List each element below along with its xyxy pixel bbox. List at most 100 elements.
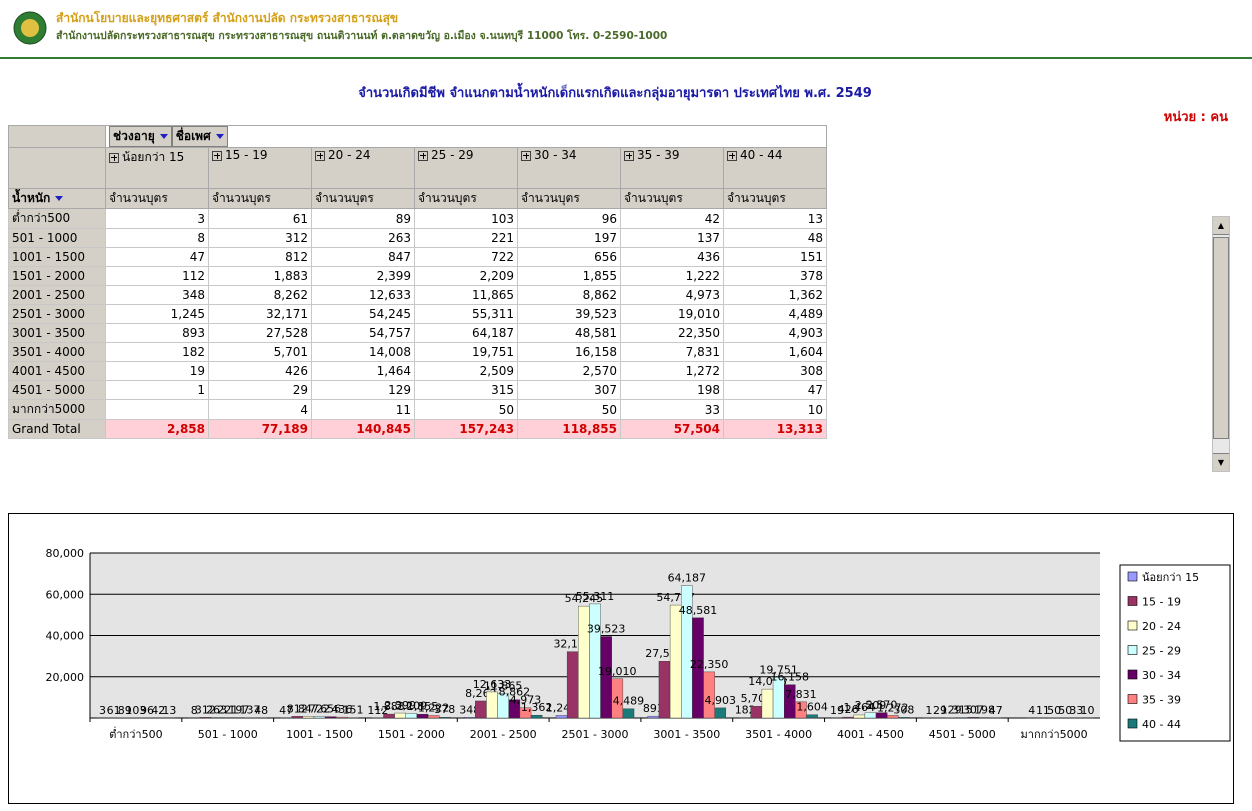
value-cell: 8 bbox=[105, 228, 209, 248]
value-cell: 2,209 bbox=[414, 266, 518, 286]
legend-swatch bbox=[1127, 669, 1138, 680]
data-label: 436 bbox=[331, 703, 352, 716]
legend-swatch bbox=[1127, 620, 1138, 631]
value-cell: 378 bbox=[723, 266, 827, 286]
data-label: 33 bbox=[1069, 704, 1083, 717]
expand-icon[interactable] bbox=[624, 150, 634, 161]
blank bbox=[827, 148, 1217, 189]
divider bbox=[0, 57, 1252, 59]
data-label: 656 bbox=[320, 703, 341, 716]
data-label: 263 bbox=[206, 703, 227, 716]
bar bbox=[703, 671, 715, 719]
data-label: 2,570 bbox=[866, 699, 898, 712]
legend-swatch bbox=[1127, 694, 1138, 704]
row-label: มากกว่า5000 bbox=[8, 399, 106, 420]
expand-icon[interactable] bbox=[315, 150, 325, 161]
value-cell: 4 bbox=[208, 399, 312, 420]
row-label: 3001 - 3500 bbox=[8, 323, 106, 343]
logo bbox=[13, 11, 47, 45]
legend-label: 25 - 29 bbox=[1142, 645, 1181, 658]
value-cell: 348 bbox=[105, 285, 209, 305]
x-tick-label: 1001 - 1500 bbox=[286, 728, 353, 741]
bar bbox=[669, 604, 682, 719]
blank bbox=[827, 229, 1217, 248]
x-tick-label: 3501 - 4000 bbox=[745, 728, 812, 741]
value-cell: 48,581 bbox=[517, 323, 621, 343]
table-row: 501 - 1000 8 312 263 221 197 137 48 bbox=[8, 228, 1217, 248]
row-field-label[interactable]: น้ำหนัก bbox=[12, 191, 63, 205]
expand-icon[interactable] bbox=[109, 152, 119, 163]
data-label: 12,633 bbox=[473, 678, 512, 691]
value-cell: 112 bbox=[105, 266, 209, 286]
measure-header: จำนวนบุตร bbox=[620, 188, 724, 209]
expand-icon[interactable] bbox=[418, 150, 428, 161]
row-field[interactable]: น้ำหนัก bbox=[8, 188, 106, 209]
field-button[interactable]: ช่วงอายุ bbox=[109, 126, 172, 147]
value-cell: 307 bbox=[517, 380, 621, 400]
x-tick-label: 3001 - 3500 bbox=[653, 728, 720, 741]
data-label: 308 bbox=[893, 703, 914, 716]
legend-swatch bbox=[1127, 645, 1138, 655]
value-cell: 50 bbox=[517, 399, 621, 420]
value-cell: 4,903 bbox=[723, 323, 827, 343]
data-label: 8,862 bbox=[499, 686, 531, 699]
value-cell: 315 bbox=[414, 380, 518, 400]
field-button[interactable]: ชื่อเพศ bbox=[171, 126, 228, 147]
blank bbox=[827, 305, 1217, 324]
row-label: 2001 - 2500 bbox=[8, 285, 106, 305]
legend-label: 40 - 44 bbox=[1142, 718, 1181, 731]
scrollbar[interactable]: ▲ ▼ bbox=[1212, 216, 1230, 472]
data-label: 112 bbox=[367, 704, 388, 717]
table-row: 4501 - 5000 1 29 129 315 307 198 47 bbox=[8, 380, 1217, 400]
bar bbox=[530, 714, 543, 719]
value-cell: 55,311 bbox=[414, 304, 518, 324]
total-cell: 77,189 bbox=[208, 419, 312, 439]
column-label: 25 - 29 bbox=[431, 148, 474, 163]
value-cell: 2,570 bbox=[517, 361, 621, 381]
value-cell: 1,245 bbox=[105, 304, 209, 324]
data-label: 50 bbox=[1047, 704, 1061, 717]
blank bbox=[827, 209, 1217, 229]
scroll-up[interactable]: ▲ bbox=[1213, 217, 1229, 235]
legend-label: 35 - 39 bbox=[1142, 694, 1181, 707]
value-cell: 129 bbox=[311, 380, 415, 400]
data-label: 312 bbox=[195, 703, 216, 716]
data-label: 2,399 bbox=[384, 699, 416, 712]
x-tick-label: 501 - 1000 bbox=[198, 728, 258, 741]
bar bbox=[622, 708, 635, 719]
blank bbox=[827, 343, 1217, 362]
blank bbox=[827, 400, 1217, 420]
data-label: 1,222 bbox=[418, 701, 450, 714]
scroll-down[interactable]: ▼ bbox=[1213, 453, 1229, 471]
bar bbox=[336, 716, 348, 719]
measure-header: จำนวนบุตร bbox=[723, 188, 827, 209]
value-cell: 61 bbox=[208, 208, 312, 229]
value-cell: 10 bbox=[723, 399, 827, 420]
value-cell: 33 bbox=[620, 399, 724, 420]
value-cell: 103 bbox=[414, 208, 518, 229]
data-label: 847 bbox=[298, 702, 319, 715]
value-cell: 47 bbox=[105, 247, 209, 267]
expand-icon[interactable] bbox=[727, 150, 737, 161]
row-label: 2501 - 3000 bbox=[8, 304, 106, 324]
bar bbox=[519, 707, 532, 719]
scroll-thumb[interactable] bbox=[1213, 237, 1229, 439]
expand-icon[interactable] bbox=[521, 150, 531, 161]
bar bbox=[383, 713, 395, 719]
expand-icon[interactable] bbox=[212, 150, 222, 161]
data-label: 1,855 bbox=[407, 700, 439, 713]
column-label: 20 - 24 bbox=[328, 148, 371, 163]
table-row: 1501 - 2000 112 1,883 2,399 2,209 1,855 1,222 3… bbox=[8, 266, 1217, 286]
data-label: 22,350 bbox=[690, 658, 729, 671]
data-label: 893 bbox=[643, 702, 664, 715]
measure-header: จำนวนบุตร bbox=[517, 188, 621, 209]
value-cell: 22,350 bbox=[620, 323, 724, 343]
bar bbox=[886, 715, 899, 719]
bar bbox=[566, 651, 579, 719]
bar bbox=[210, 717, 223, 719]
x-tick-label: มากกว่า5000 bbox=[1021, 728, 1088, 741]
data-label: 64,187 bbox=[668, 572, 707, 585]
data-label: 4,489 bbox=[613, 695, 645, 708]
